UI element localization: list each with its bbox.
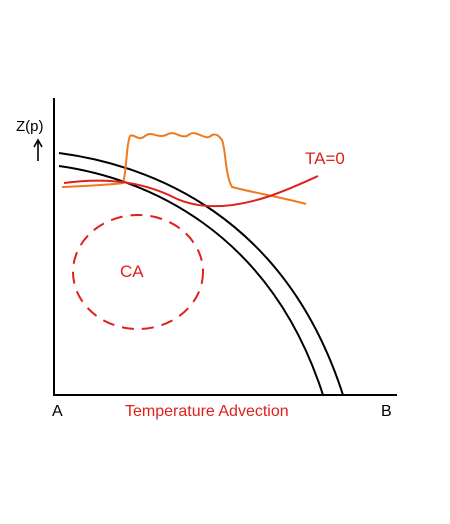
inner-arc	[58, 165, 324, 396]
x-end-label: B	[381, 403, 392, 420]
red-ta-zero-curve	[63, 175, 319, 208]
ca-dashed-ellipse	[72, 214, 204, 330]
y-axis-label: Z(p)	[16, 118, 44, 135]
orange-profile-curve	[61, 132, 307, 205]
ca-label: CA	[120, 262, 144, 281]
ta-zero-label: TA=0	[305, 149, 345, 168]
outer-arc	[58, 152, 344, 396]
up-arrow-icon	[33, 138, 43, 161]
x-axis-label: Temperature Advection	[125, 403, 289, 420]
origin-label: A	[52, 403, 63, 420]
